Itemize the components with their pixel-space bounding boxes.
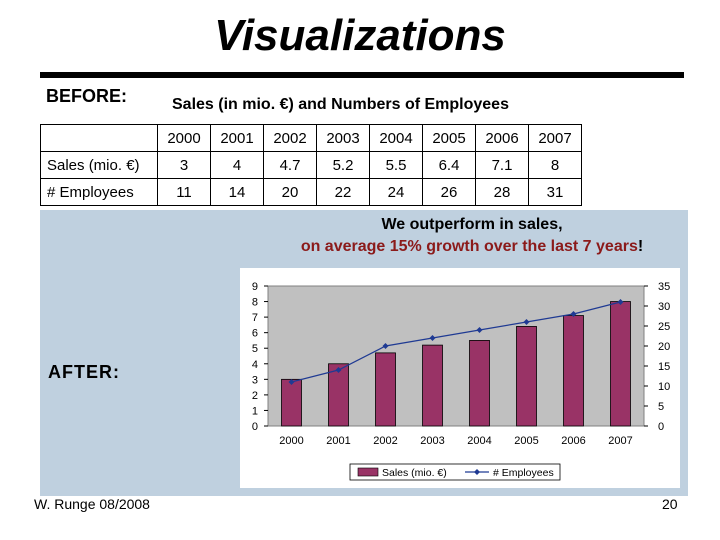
table-cell: 5.2 <box>316 151 370 179</box>
year-header: 2002 <box>263 124 317 152</box>
year-header: 2005 <box>422 124 476 152</box>
employees-line <box>291 301 621 383</box>
table-cell: 26 <box>422 178 476 206</box>
title-rule <box>40 72 684 78</box>
table-cell: 28 <box>475 178 529 206</box>
table-header-row: 2000 2001 2002 2003 2004 2005 2006 2007 <box>40 124 582 152</box>
claim-line-2-wrap: on average 15% growth over the last 7 ye… <box>240 236 704 258</box>
line-point <box>617 299 624 305</box>
y-left-tick-label: 6 <box>252 328 258 340</box>
row-label: # Employees <box>40 178 158 206</box>
table-cell: 4 <box>210 151 264 179</box>
y-left-tick-label: 8 <box>252 297 258 309</box>
bar <box>281 378 302 427</box>
y-right-tick-label: 35 <box>658 281 670 293</box>
table-cell: 6.4 <box>422 151 476 179</box>
line-point <box>288 379 295 385</box>
bar <box>563 315 584 427</box>
table-cell: 20 <box>263 178 317 206</box>
table-cell: 8 <box>528 151 582 179</box>
claim-line-1: We outperform in sales, <box>381 216 563 233</box>
line-point <box>335 367 342 373</box>
bar <box>610 301 631 427</box>
legend-swatch-marker <box>474 469 480 475</box>
footer-author: W. Runge 08/2008 <box>34 496 150 512</box>
plot-area <box>267 285 645 427</box>
bar <box>469 340 490 427</box>
table-cell: 4.7 <box>263 151 317 179</box>
data-table: 2000 2001 2002 2003 2004 2005 2006 2007 … <box>40 124 582 206</box>
y-right-tick-label: 30 <box>658 301 670 313</box>
slide-title: Visualizations <box>214 11 506 60</box>
line-point <box>476 327 483 333</box>
table-cell: 11 <box>157 178 211 206</box>
combo-chart: 0 1 2 3 4 5 6 7 8 9 0 5 10 15 20 25 30 35 2000 2001 2002 2003… <box>252 281 670 481</box>
y-left-tick-label: 9 <box>252 281 258 293</box>
line-point <box>570 311 577 317</box>
bar <box>422 344 443 427</box>
y-right-tick-label: 5 <box>658 401 664 413</box>
year-header: 2007 <box>528 124 582 152</box>
year-header: 2003 <box>316 124 370 152</box>
y-left-tick-label: 0 <box>252 421 258 433</box>
table-title: Sales (in mio. €) and Numbers of Employe… <box>172 96 509 113</box>
table-corner-cell <box>40 124 158 152</box>
y-left-tick-label: 1 <box>252 405 258 417</box>
y-left-tick-label: 5 <box>252 343 258 355</box>
table-cell: 31 <box>528 178 582 206</box>
x-tick-label: 2002 <box>373 435 397 447</box>
year-header: 2001 <box>210 124 264 152</box>
table-cell: 5.5 <box>369 151 423 179</box>
y-right-tick-label: 0 <box>658 421 664 433</box>
claim-text: We outperform in sales, on average 15% g… <box>240 214 704 258</box>
y-right-tick-label: 20 <box>658 341 670 353</box>
year-header: 2004 <box>369 124 423 152</box>
y-left-tick-label: 2 <box>252 390 258 402</box>
chart-container: 0 1 2 3 4 5 6 7 8 9 0 5 10 15 20 25 30 35 2000 2001 2002 2003… <box>240 268 680 488</box>
legend-label-employees: # Employees <box>493 467 554 479</box>
x-tick-label: 2004 <box>467 435 491 447</box>
y-left-tick-label: 7 <box>252 312 258 324</box>
after-label: AFTER: <box>48 362 120 382</box>
line-point <box>382 343 389 349</box>
page-number: 20 <box>662 496 678 512</box>
table-cell: 22 <box>316 178 370 206</box>
line-point <box>523 319 530 325</box>
x-tick-label: 2003 <box>420 435 444 447</box>
table-cell: 14 <box>210 178 264 206</box>
y-left-tick-label: 3 <box>252 374 258 386</box>
y-right-tick-label: 10 <box>658 381 670 393</box>
table-cell: 7.1 <box>475 151 529 179</box>
bar <box>328 363 349 427</box>
legend-label-sales: Sales (mio. €) <box>382 467 447 479</box>
claim-line-2: on average 15% growth over the last 7 ye… <box>300 238 638 255</box>
legend-swatch-bar <box>357 467 379 477</box>
x-tick-label: 2006 <box>561 435 585 447</box>
y-right-tick-label: 15 <box>658 361 670 373</box>
x-tick-label: 2007 <box>608 435 632 447</box>
line-point <box>429 335 436 341</box>
row-label: Sales (mio. €) <box>40 151 158 179</box>
x-tick-label: 2000 <box>279 435 303 447</box>
bar <box>375 352 396 427</box>
legend-box <box>349 463 561 481</box>
table-cell: 3 <box>157 151 211 179</box>
table-row-employees: # Employees 11 14 20 22 24 26 28 31 <box>40 178 582 206</box>
bar <box>516 326 537 427</box>
y-right-tick-label: 25 <box>658 321 670 333</box>
x-tick-label: 2005 <box>514 435 538 447</box>
y-left-tick-label: 4 <box>252 359 258 371</box>
table-cell: 24 <box>369 178 423 206</box>
year-header: 2006 <box>475 124 529 152</box>
table-row-sales: Sales (mio. €) 3 4 4.7 5.2 5.5 6.4 7.1 8 <box>40 151 582 179</box>
x-tick-label: 2001 <box>326 435 350 447</box>
claim-exclamation: ! <box>637 238 644 255</box>
year-header: 2000 <box>157 124 211 152</box>
before-label: BEFORE: <box>46 86 127 106</box>
